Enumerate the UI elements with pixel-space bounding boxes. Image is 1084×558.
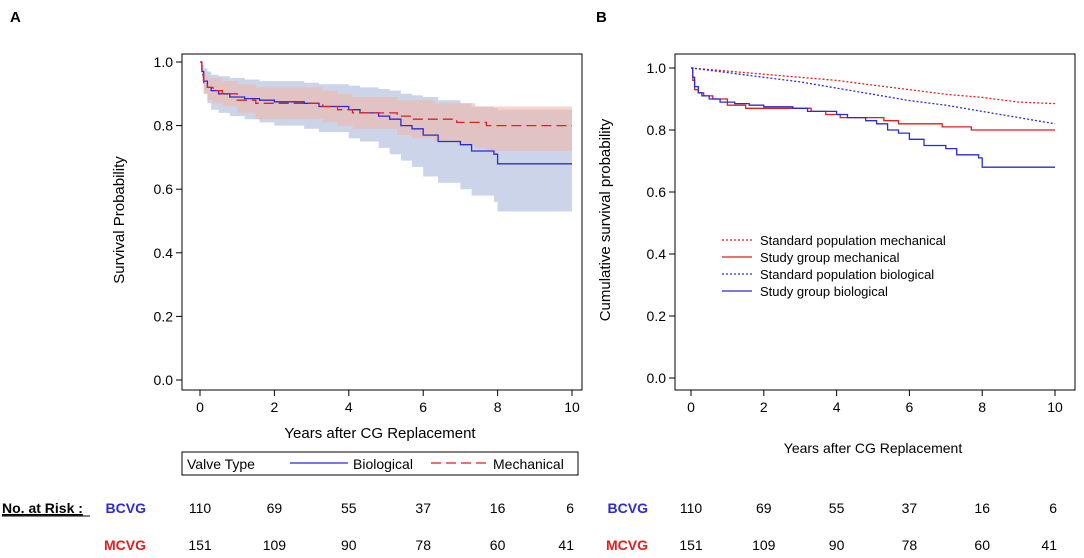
panel-b-risk-value: 60: [974, 537, 990, 553]
panel-b-y-tick-label: 0.4: [647, 246, 667, 262]
panel-a-x-tick-label: 6: [419, 399, 427, 415]
panel-a-risk-label-bcvg: BCVG: [106, 500, 147, 516]
panel-a-x-tick-label: 8: [494, 399, 502, 415]
panel-b-legend-label-study-mechanical: Study group mechanical: [760, 250, 900, 265]
panel-b-y-tick-label: 0.6: [647, 184, 667, 200]
panel-b-risk-label-mcvg: MCVG: [606, 537, 648, 553]
panel-a-x-tick-label: 10: [564, 399, 580, 415]
panel-b-y-tick-label: 0.0: [647, 370, 667, 386]
panel-a-risk-value: 109: [263, 537, 287, 553]
panel-b-risk-value: 151: [679, 537, 703, 553]
panel-a-x-tick-label: 4: [345, 399, 353, 415]
panel-a-risk-value: 6: [566, 500, 574, 516]
panel-a-x-axis-title: Years after CG Replacement: [284, 425, 476, 442]
risk-table-header: No. at Risk :: [2, 500, 83, 516]
panel-a-risk-value: 69: [267, 500, 283, 516]
panel-a-legend-title: Valve Type: [187, 456, 255, 472]
panel-b-risk-value: 110: [680, 500, 703, 516]
panel-a-risk-value: 60: [490, 537, 506, 553]
panel-a-legend: Valve Type Biological Mechanical: [181, 451, 579, 476]
panel-a-confidence-bands: [200, 62, 572, 212]
panel-b-risk-value: 69: [756, 500, 772, 516]
panel-a-x-tick-label: 2: [271, 399, 279, 415]
panel-b-x-tick-label: 2: [760, 399, 768, 415]
panel-a-risk-value: 16: [490, 500, 506, 516]
panel-b-survival-curves: [690, 67, 1056, 168]
panel-a-risk-label-mcvg: MCVG: [104, 537, 146, 553]
panel-a-risk-value: 37: [415, 500, 431, 516]
panel-a-risk-value: 151: [188, 537, 212, 553]
panel-a-curve-mechanical: [200, 61, 572, 127]
panel-b-y-tick-label: 0.2: [647, 308, 667, 324]
panel-a-risk-value: 55: [341, 500, 357, 516]
panel-b-y-tick-label: 1.0: [647, 60, 667, 76]
panel-a-risk-rows: BCVG 110 69 55 37 16 6 MCVG 151 109 90 78 60 41: [104, 500, 574, 553]
panel-a-risk-value: 41: [558, 537, 574, 553]
panel-a-risk-value: 90: [341, 537, 357, 553]
panel-b-y-axis-title: Cumulative survival probability: [597, 118, 614, 321]
panel-b-risk-value: 16: [974, 500, 990, 516]
panel-b-x-tick-label: 8: [978, 399, 986, 415]
panel-a-band-mechanical: [200, 62, 572, 151]
panel-b-legend-label-study-biological: Study group biological: [760, 284, 888, 299]
panel-a-y-axis: 0.0 0.2 0.4 0.6 0.8 1.0: [154, 54, 183, 388]
panel-a-y-tick-label: 0.2: [154, 308, 174, 324]
panel-a-legend-box: [181, 451, 579, 476]
panel-a-x-tick-label: 0: [196, 399, 204, 415]
panel-b-curve-standard-population-mechanical: [690, 67, 1056, 105]
panel-b-legend-label-standard-mechanical: Standard population mechanical: [760, 233, 946, 248]
panel-b-risk-value: 41: [1041, 537, 1057, 553]
panel-b-legend: Standard population mechanical Study gro…: [722, 233, 946, 299]
panel-a-label: A: [10, 9, 21, 26]
panel-b-risk-label-bcvg: BCVG: [608, 500, 649, 516]
panel-b-x-axis: 0 2 4 6 8 10: [687, 389, 1063, 415]
panel-b-x-tick-label: 4: [833, 399, 841, 415]
panel-a-y-tick-label: 0.0: [154, 372, 174, 388]
panel-b-risk-value: 55: [829, 500, 845, 516]
risk-table: No. at Risk : BCVG 110 69 55 37 16 6 MCVG 151 109…: [2, 500, 1057, 553]
panel-b-x-tick-label: 6: [906, 399, 914, 415]
panel-a-risk-value: 110: [189, 500, 212, 516]
panel-b-x-tick-label: 10: [1047, 399, 1063, 415]
panel-b-curve-study-group-biological: [691, 67, 1055, 168]
panel-a-x-axis: 0 2 4 6 8 10: [196, 389, 580, 415]
panel-b-curve-standard-population-biological: [690, 67, 1056, 125]
panel-a-y-tick-label: 0.8: [154, 118, 174, 134]
panel-b-plot-frame: [674, 53, 1076, 391]
panel-a-legend-label-biological: Biological: [353, 456, 413, 472]
panel-b-legend-label-standard-biological: Standard population biological: [760, 267, 934, 282]
panel-b-chart: 0.0 0.2 0.4 0.6 0.8 1.0 0 2 4 6 8 10 Cumulative su…: [597, 53, 1076, 456]
panel-b-risk-value: 90: [829, 537, 845, 553]
panel-a-y-tick-label: 1.0: [154, 54, 174, 70]
panel-a-y-axis-title: Survival Probability: [111, 156, 128, 284]
panel-a-curve-biological: [200, 61, 572, 165]
panel-a-risk-value: 78: [415, 537, 431, 553]
panel-b-x-axis-title: Years after CG Replacement: [784, 440, 963, 456]
panel-a-y-tick-label: 0.6: [154, 181, 174, 197]
panel-b-risk-rows: BCVG 110 69 55 37 16 6 MCVG 151 109 90 78 60 41: [606, 500, 1057, 553]
panel-b-x-tick-label: 0: [687, 399, 695, 415]
panel-b-y-axis: 0.0 0.2 0.4 0.6 0.8 1.0: [647, 60, 676, 386]
panel-a-legend-label-mechanical: Mechanical: [493, 456, 564, 472]
panel-a-chart: 0.0 0.2 0.4 0.6 0.8 1.0 0 2 4 6 8 10 Survival Prob…: [111, 53, 583, 476]
panel-b-risk-value: 6: [1049, 500, 1057, 516]
panel-b-risk-value: 37: [902, 500, 918, 516]
panel-b-label: B: [596, 9, 607, 26]
panel-a-survival-curves: [200, 61, 572, 165]
panel-a-y-tick-label: 0.4: [154, 245, 174, 261]
panel-b-risk-value: 78: [902, 537, 918, 553]
panel-b-y-tick-label: 0.8: [647, 122, 667, 138]
panel-b-risk-value: 109: [752, 537, 776, 553]
